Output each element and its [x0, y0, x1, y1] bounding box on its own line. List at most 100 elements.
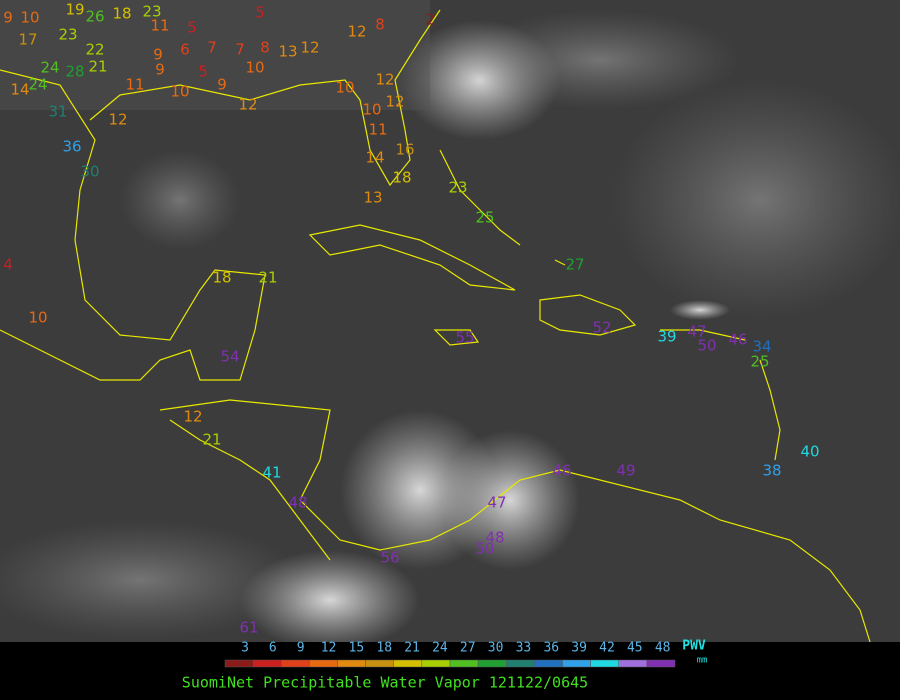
legend-tick-label: 21: [404, 641, 420, 656]
station-value: 25: [750, 353, 769, 371]
legend-swatch: [337, 659, 366, 668]
legend-swatch: [393, 659, 423, 668]
station-value: 26: [85, 8, 104, 26]
legend-swatch: [421, 659, 451, 668]
station-value: 36: [62, 138, 81, 156]
station-value: 30: [80, 163, 99, 181]
station-value: 4: [3, 256, 13, 274]
station-value: 18: [392, 169, 411, 187]
station-value: 49: [616, 462, 635, 480]
legend-panel: [0, 642, 900, 700]
legend-tick-label: 9: [297, 641, 305, 656]
legend-tick-label: 39: [571, 641, 587, 656]
station-value: 25: [475, 209, 494, 227]
station-value: 22: [85, 41, 104, 59]
legend-tick-label: 12: [321, 641, 337, 656]
legend-tick-label: 48: [655, 641, 671, 656]
station-value: 16: [395, 141, 414, 159]
station-value: 9: [217, 76, 227, 94]
station-value: 9: [3, 9, 13, 27]
station-value: 10: [245, 59, 264, 77]
station-value: 24: [40, 59, 59, 77]
caption: SuomiNet Precipitable Water Vapor 121122…: [182, 674, 588, 692]
station-value: 61: [239, 619, 258, 637]
station-value: 9: [153, 46, 163, 64]
station-value: 11: [150, 17, 169, 35]
station-value: 39: [657, 328, 676, 346]
station-value: 12: [347, 23, 366, 41]
station-value: 5: [187, 19, 197, 37]
station-value: 56: [380, 549, 399, 567]
station-value: 8: [260, 39, 270, 57]
station-value: 21: [258, 269, 277, 287]
legend-swatch: [281, 659, 310, 668]
coastlines: [0, 9, 871, 643]
station-value: 46: [552, 462, 571, 480]
legend-swatch: [309, 659, 338, 668]
station-value: 10: [20, 9, 39, 27]
station-value: 8: [375, 16, 385, 34]
station-value: 10: [28, 309, 47, 327]
legend-swatch: [224, 659, 254, 668]
station-value: 10: [362, 101, 381, 119]
station-value: 23: [448, 179, 467, 197]
legend-swatch: [646, 659, 676, 668]
station-value: 5: [198, 63, 208, 81]
station-value: 34: [752, 338, 771, 356]
legend-tick-label: 15: [349, 641, 365, 656]
station-value: 18: [212, 269, 231, 287]
legend-tick-label: 24: [432, 641, 448, 656]
legend-tick-label: 42: [599, 641, 615, 656]
station-value: 12: [183, 408, 202, 426]
station-value: 7: [235, 41, 245, 59]
station-value: 50: [697, 337, 716, 355]
station-value: 5: [255, 4, 265, 22]
station-value: 23: [58, 26, 77, 44]
legend-unit: PWV: [682, 639, 706, 654]
legend-unit-sub: mm: [697, 656, 708, 666]
station-value: 54: [220, 348, 239, 366]
station-value: 12: [238, 96, 257, 114]
station-value: 48: [485, 529, 504, 547]
legend-swatch: [590, 659, 619, 668]
station-value: 48: [288, 494, 307, 512]
station-value: 21: [202, 431, 221, 449]
station-value: 12: [385, 93, 404, 111]
station-value: 17: [18, 31, 37, 49]
legend-tick-label: 45: [627, 641, 643, 656]
station-value: 31: [48, 103, 67, 121]
station-value: 40: [800, 443, 819, 461]
legend-swatch: [506, 659, 535, 668]
station-value: 27: [565, 256, 584, 274]
station-value: 46: [728, 331, 747, 349]
station-value: 47: [487, 494, 506, 512]
legend-tick-label: 6: [269, 641, 277, 656]
station-value: 21: [88, 58, 107, 76]
station-value: 10: [335, 79, 354, 97]
station-value: 14: [365, 149, 384, 167]
legend-tick-label: 33: [516, 641, 532, 656]
station-value: 13: [363, 189, 382, 207]
legend-tick-label: 36: [543, 641, 559, 656]
station-value: 41: [262, 464, 281, 482]
station-value: 38: [762, 462, 781, 480]
legend-swatch: [252, 659, 282, 668]
legend-tick-label: 18: [376, 641, 392, 656]
station-value: 55: [455, 329, 474, 347]
station-value: 12: [375, 71, 394, 89]
station-value: 24: [28, 76, 47, 94]
legend-tick-label: 3: [241, 641, 249, 656]
legend-swatch: [365, 659, 394, 668]
legend-tick-label: 27: [460, 641, 476, 656]
station-value: 12: [300, 39, 319, 57]
legend-swatch: [534, 659, 563, 668]
legend-swatch: [562, 659, 591, 668]
station-value: 10: [170, 83, 189, 101]
station-value: 9: [155, 61, 165, 79]
legend: 3 6 9 12 15 18 21 24 27 30 33 36 39 42 45 48: [224, 641, 676, 668]
station-value: 28: [65, 63, 84, 81]
legend-swatch: [449, 659, 479, 668]
station-value: 18: [112, 5, 131, 23]
